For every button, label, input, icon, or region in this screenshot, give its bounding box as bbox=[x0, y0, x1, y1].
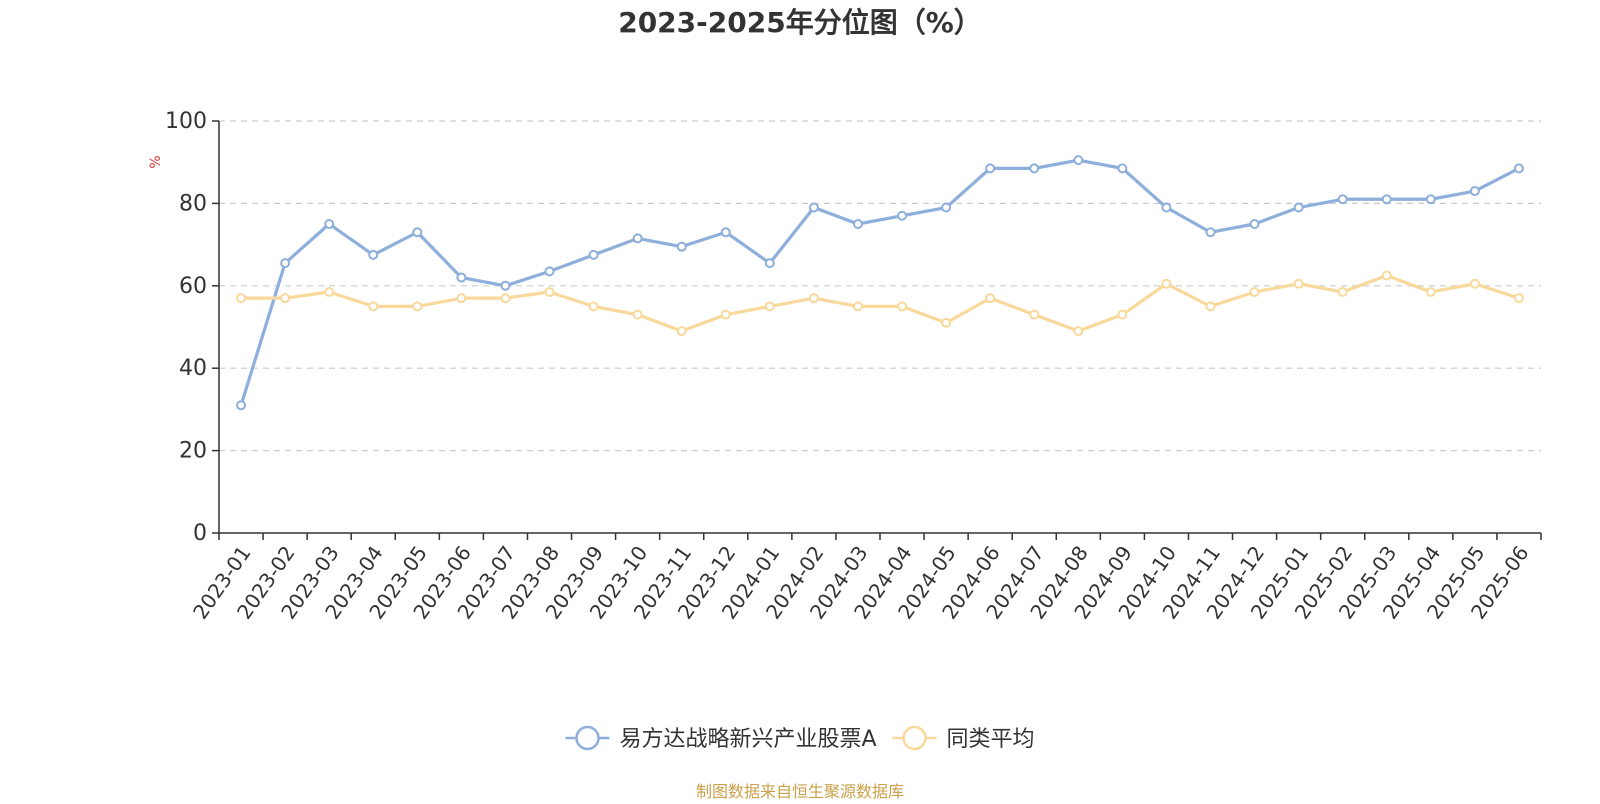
series-lines bbox=[236, 155, 1524, 411]
y-tick-label: 80 bbox=[179, 191, 207, 216]
data-point[interactable] bbox=[720, 309, 731, 320]
data-point[interactable] bbox=[852, 301, 863, 312]
data-point[interactable] bbox=[764, 258, 775, 269]
data-point[interactable] bbox=[1161, 278, 1172, 289]
data-point[interactable] bbox=[985, 163, 996, 174]
data-point[interactable] bbox=[1249, 219, 1260, 229]
data-point[interactable] bbox=[280, 293, 291, 304]
data-point[interactable] bbox=[236, 293, 247, 304]
data-point[interactable] bbox=[368, 301, 379, 312]
data-point[interactable] bbox=[588, 249, 599, 260]
data-point[interactable] bbox=[324, 286, 335, 297]
legend-item-1[interactable]: 同类平均 bbox=[892, 725, 1035, 752]
data-point[interactable] bbox=[1513, 163, 1524, 174]
legend-label: 易方达战略新兴产业股票A bbox=[620, 727, 877, 752]
data-point[interactable] bbox=[1425, 286, 1436, 297]
data-point[interactable] bbox=[1425, 194, 1436, 205]
data-point[interactable] bbox=[1293, 278, 1304, 289]
legend: 易方达战略新兴产业股票A 同类平均 bbox=[565, 725, 1035, 752]
data-point[interactable] bbox=[676, 241, 687, 252]
legend-marker-icon bbox=[575, 725, 600, 751]
y-tick-label: 0 bbox=[193, 521, 207, 546]
data-point[interactable] bbox=[632, 309, 643, 320]
data-point[interactable] bbox=[941, 202, 952, 213]
data-point[interactable] bbox=[808, 293, 819, 304]
data-point[interactable] bbox=[280, 258, 291, 269]
data-point[interactable] bbox=[1513, 293, 1524, 304]
data-point[interactable] bbox=[456, 272, 467, 283]
legend-item-0[interactable]: 易方达战略新兴产业股票A bbox=[565, 725, 877, 752]
y-axis-unit-label: % bbox=[148, 155, 164, 168]
data-point[interactable] bbox=[1117, 163, 1128, 174]
data-point[interactable] bbox=[897, 301, 908, 312]
data-point[interactable] bbox=[1117, 309, 1128, 320]
data-point[interactable] bbox=[808, 202, 819, 213]
data-point[interactable] bbox=[632, 233, 643, 244]
y-tick-label: 60 bbox=[179, 274, 207, 299]
data-point[interactable] bbox=[236, 400, 247, 411]
data-point[interactable] bbox=[676, 326, 687, 337]
data-point[interactable] bbox=[941, 317, 952, 328]
data-point[interactable] bbox=[1337, 194, 1348, 205]
grid-lines bbox=[219, 120, 1541, 452]
y-tick-label: 20 bbox=[179, 439, 207, 464]
data-point[interactable] bbox=[1293, 202, 1304, 213]
data-source-note: 制图数据来自恒生聚源数据库 bbox=[696, 782, 904, 800]
data-point[interactable] bbox=[1381, 194, 1392, 205]
axes: 0204060801002023-012023-022023-032023-04… bbox=[165, 109, 1542, 623]
data-point[interactable] bbox=[412, 227, 423, 238]
data-point[interactable] bbox=[1029, 163, 1040, 174]
data-point[interactable] bbox=[720, 227, 731, 238]
series-line-1 bbox=[241, 273, 1520, 333]
data-point[interactable] bbox=[588, 301, 599, 312]
data-point[interactable] bbox=[1205, 301, 1216, 312]
data-point[interactable] bbox=[1161, 202, 1172, 213]
data-point[interactable] bbox=[764, 301, 775, 312]
y-tick-label: 40 bbox=[179, 356, 207, 381]
data-point[interactable] bbox=[1073, 326, 1084, 337]
y-tick-label: 100 bbox=[165, 109, 207, 134]
data-point[interactable] bbox=[1469, 186, 1480, 197]
data-point[interactable] bbox=[544, 266, 555, 277]
data-point[interactable] bbox=[1469, 278, 1480, 289]
legend-marker-icon bbox=[902, 725, 927, 751]
data-point[interactable] bbox=[412, 301, 423, 312]
data-point[interactable] bbox=[1073, 155, 1084, 166]
series-line-0 bbox=[239, 158, 1520, 406]
data-point[interactable] bbox=[985, 293, 996, 304]
data-point[interactable] bbox=[1381, 270, 1392, 281]
chart-title: 2023-2025年分位图（%） bbox=[618, 6, 982, 39]
data-point[interactable] bbox=[368, 249, 379, 260]
data-point[interactable] bbox=[324, 219, 335, 229]
data-point[interactable] bbox=[500, 280, 511, 291]
data-point[interactable] bbox=[544, 286, 555, 297]
data-point[interactable] bbox=[1337, 286, 1348, 297]
data-point[interactable] bbox=[456, 293, 467, 304]
data-point[interactable] bbox=[500, 293, 511, 304]
data-point[interactable] bbox=[1205, 227, 1216, 238]
legend-label: 同类平均 bbox=[947, 727, 1035, 752]
data-point[interactable] bbox=[897, 210, 908, 221]
data-point[interactable] bbox=[1249, 286, 1260, 297]
data-point[interactable] bbox=[1029, 309, 1040, 320]
data-point[interactable] bbox=[852, 219, 863, 229]
